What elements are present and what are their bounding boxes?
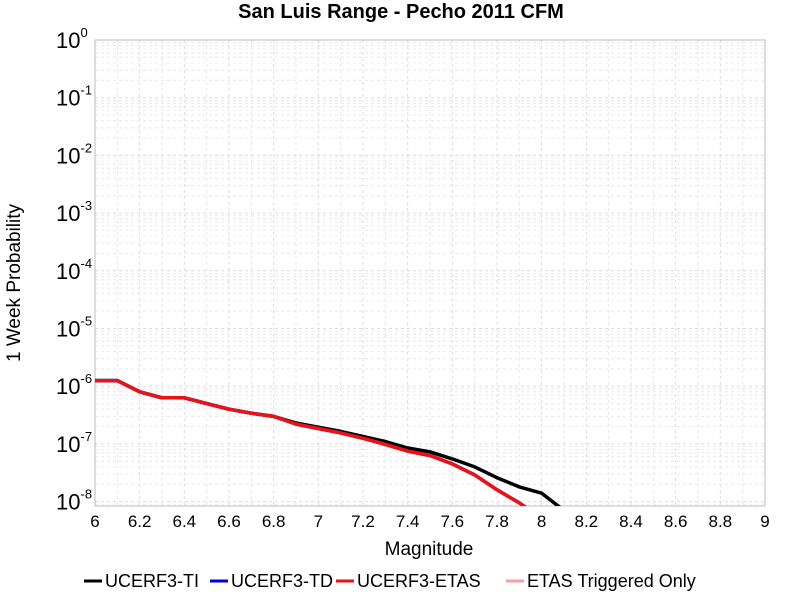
x-tick-label: 7.8 bbox=[485, 512, 509, 531]
x-tick-label: 6.2 bbox=[128, 512, 152, 531]
x-tick-label: 9 bbox=[760, 512, 769, 531]
y-axis-label: 1 Week Probability bbox=[4, 203, 25, 362]
legend-label: UCERF3-TD bbox=[231, 571, 333, 591]
x-tick-label: 7.2 bbox=[351, 512, 375, 531]
x-axis-label: Magnitude bbox=[385, 539, 474, 560]
y-tick-labels: 100 10-1 10-2 10-3 10-4 10-5 10-6 10-7 10-8 bbox=[56, 25, 92, 515]
x-tick-label: 8.2 bbox=[575, 512, 599, 531]
y-tick-label: 10-2 bbox=[56, 140, 92, 168]
legend-label: UCERF3-TI bbox=[105, 571, 199, 591]
series-layer bbox=[95, 378, 562, 506]
x-tick-label: 6.4 bbox=[173, 512, 197, 531]
y-tick-label: 10-7 bbox=[56, 429, 92, 457]
x-tick-labels: 6 6.2 6.4 6.6 6.8 7 7.2 7.4 7.6 7.8 8 8.2 8.4 8.6 8.8 9 bbox=[90, 512, 769, 531]
legend-label: UCERF3-ETAS bbox=[357, 571, 481, 591]
legend-label: ETAS Triggered Only bbox=[527, 571, 696, 591]
x-tick-label: 8.6 bbox=[664, 512, 688, 531]
x-tick-label: 6.6 bbox=[217, 512, 241, 531]
x-tick-label: 8.8 bbox=[709, 512, 733, 531]
legend: UCERF3-TI UCERF3-TD UCERF3-ETAS ETAS Trigge… bbox=[84, 571, 696, 591]
series-line-3 bbox=[95, 378, 527, 506]
x-tick-label: 7.6 bbox=[441, 512, 465, 531]
grid bbox=[94, 39, 766, 506]
y-tick-label: 10-1 bbox=[56, 83, 92, 111]
y-tick-label: 10-5 bbox=[56, 314, 92, 342]
y-tick-label: 10-3 bbox=[56, 198, 92, 226]
y-tick-label: 10-4 bbox=[56, 256, 92, 284]
x-tick-label: 7.4 bbox=[396, 512, 420, 531]
x-tick-label: 8.4 bbox=[619, 512, 643, 531]
plot-area bbox=[94, 39, 766, 507]
chart-title: San Luis Range - Pecho 2011 CFM bbox=[238, 1, 564, 23]
x-tick-label: 8 bbox=[537, 512, 546, 531]
x-tick-label: 7 bbox=[314, 512, 323, 531]
y-tick-label: 10-8 bbox=[56, 487, 92, 515]
y-tick-label: 100 bbox=[56, 25, 88, 53]
x-tick-label: 6.8 bbox=[262, 512, 286, 531]
x-tick-label: 6 bbox=[90, 512, 99, 531]
y-tick-label: 10-6 bbox=[56, 371, 92, 399]
